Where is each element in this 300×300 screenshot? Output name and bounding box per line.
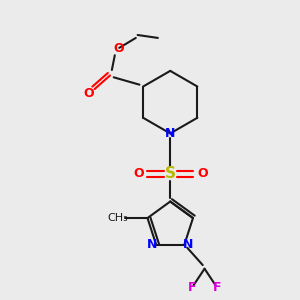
Text: O: O [133,167,143,180]
Text: O: O [83,87,94,101]
Text: F: F [213,280,222,294]
Text: O: O [197,167,208,180]
Text: S: S [165,167,176,182]
Text: CH₃: CH₃ [108,213,128,223]
Text: O: O [113,42,124,55]
Text: N: N [183,238,193,251]
Text: F: F [188,280,196,294]
Text: N: N [165,127,175,140]
Text: N: N [147,238,158,251]
